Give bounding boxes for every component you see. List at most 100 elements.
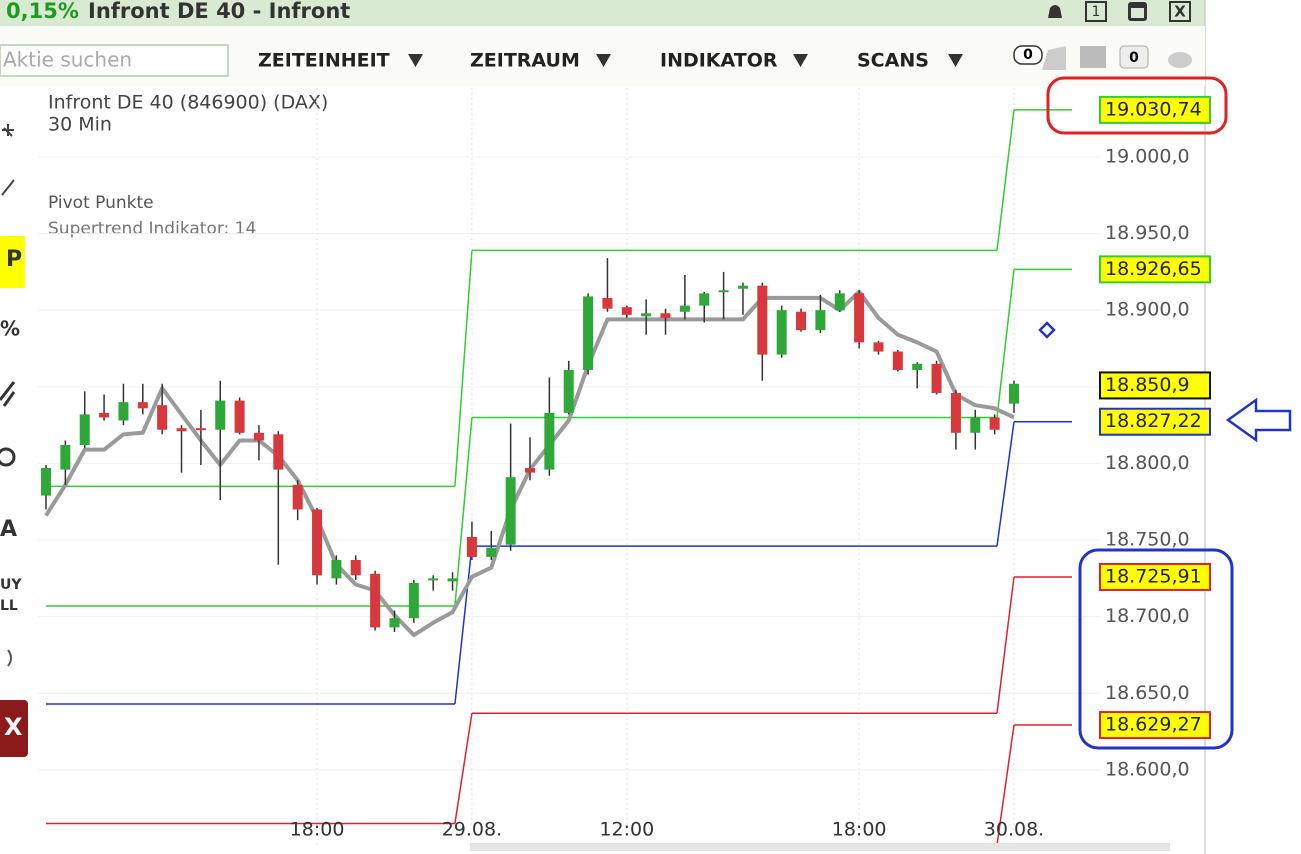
y-tick-label: 19.000,0 bbox=[1105, 145, 1190, 167]
candle-body bbox=[563, 369, 574, 413]
sound-tool[interactable] bbox=[7, 649, 12, 667]
level-label-box bbox=[1099, 562, 1211, 591]
title-bar bbox=[0, 0, 1205, 26]
level-label: 18.725,91 bbox=[1105, 565, 1202, 587]
level-label-box bbox=[1099, 407, 1211, 436]
menu-item[interactable]: ZEITEINHEIT bbox=[258, 50, 390, 72]
candle-body bbox=[737, 285, 748, 289]
candle-body bbox=[757, 285, 768, 355]
candle-body bbox=[950, 392, 961, 433]
search-placeholder: Aktie suchen bbox=[3, 48, 132, 72]
list-icon[interactable] bbox=[1080, 46, 1106, 68]
candle-body bbox=[408, 582, 419, 619]
tool-label[interactable]: A bbox=[0, 517, 17, 542]
level-label: 19.030,74 bbox=[1105, 98, 1202, 120]
window-button-label: 1 bbox=[1092, 4, 1101, 20]
candle-body bbox=[834, 293, 845, 311]
candle-body bbox=[79, 414, 90, 446]
candle-body bbox=[796, 311, 807, 331]
level-label: 18.629,27 bbox=[1105, 714, 1202, 736]
plot bbox=[38, 88, 1100, 845]
candle-body bbox=[195, 428, 206, 431]
candle-body bbox=[60, 445, 71, 470]
indicator-name: Pivot Punkte bbox=[48, 193, 154, 213]
pivot-connector bbox=[454, 250, 473, 487]
pivot-connector bbox=[996, 269, 1015, 418]
level-label-box bbox=[1099, 711, 1211, 740]
marker bbox=[1038, 321, 1056, 339]
pivot-tool[interactable] bbox=[0, 236, 25, 288]
candle-body bbox=[370, 573, 381, 628]
candle-body bbox=[137, 402, 148, 409]
circle-tool[interactable] bbox=[0, 447, 16, 467]
pivot-connector bbox=[996, 576, 1015, 714]
tool-label[interactable]: LL bbox=[0, 598, 18, 614]
x-tick-label: 29.08. bbox=[442, 819, 502, 841]
tool-label: P bbox=[6, 247, 22, 272]
y-tick-label: 18.800,0 bbox=[1105, 452, 1190, 474]
candle-body bbox=[253, 432, 264, 441]
candle-body bbox=[41, 468, 51, 496]
level-label: 18.926,65 bbox=[1105, 258, 1202, 280]
x-tick-label: 18:00 bbox=[290, 819, 345, 841]
move-tool[interactable] bbox=[2, 124, 14, 137]
window-button[interactable] bbox=[1085, 1, 1107, 22]
menu-item[interactable]: INDIKATOR bbox=[660, 50, 778, 72]
pivot-connector bbox=[996, 724, 1015, 845]
change-percent: 0,15% bbox=[6, 0, 79, 23]
candle-body bbox=[312, 509, 323, 576]
line-tool[interactable] bbox=[1, 179, 15, 196]
pivot-connector bbox=[454, 546, 473, 705]
candle-body bbox=[428, 578, 439, 581]
cloud-icon[interactable] bbox=[1168, 52, 1192, 68]
candle-body bbox=[99, 412, 110, 418]
badge bbox=[1119, 45, 1149, 69]
highlight-blue bbox=[1078, 548, 1234, 750]
candle-body bbox=[234, 400, 245, 433]
menu-item[interactable]: SCANS bbox=[857, 50, 929, 72]
y-tick-label: 18.600,0 bbox=[1105, 758, 1190, 780]
candle-body bbox=[544, 412, 555, 470]
alarm-icon[interactable] bbox=[1048, 5, 1062, 18]
candle-body bbox=[583, 296, 594, 370]
x-tick-label: 12:00 bbox=[599, 819, 654, 841]
search-box[interactable] bbox=[0, 44, 229, 77]
x-tick-label: 18:00 bbox=[832, 819, 887, 841]
y-tick-label: 18.950,0 bbox=[1105, 222, 1190, 244]
candle-body bbox=[157, 405, 168, 430]
candle-body bbox=[679, 305, 690, 312]
notes-icon[interactable] bbox=[1042, 46, 1066, 70]
tool-label[interactable]: % bbox=[0, 317, 20, 341]
candle-body bbox=[602, 297, 613, 309]
tool-label[interactable]: UY bbox=[0, 577, 22, 593]
candle-body bbox=[699, 293, 710, 306]
candle-body bbox=[389, 618, 400, 628]
badge bbox=[1013, 45, 1043, 65]
candle-body bbox=[176, 428, 187, 432]
scrollbar[interactable] bbox=[470, 843, 1170, 851]
pivot-connector bbox=[996, 421, 1015, 547]
candle-body bbox=[912, 363, 923, 370]
badge-count: 0 bbox=[1023, 47, 1033, 63]
candle-body bbox=[118, 402, 129, 421]
candle-body bbox=[525, 468, 535, 473]
delete-tool[interactable] bbox=[0, 700, 28, 757]
instrument: Infront DE 40 (846900) (DAX) bbox=[48, 92, 328, 114]
menu-item[interactable]: ZEITRAUM bbox=[470, 50, 580, 72]
candle-body bbox=[505, 477, 516, 545]
axes: 19.000,018.950,018.900,018.850,018.800,0… bbox=[290, 95, 1211, 841]
pivot-connector bbox=[454, 417, 473, 607]
close-button[interactable] bbox=[1169, 1, 1191, 22]
y-tick-label: 18.900,0 bbox=[1105, 299, 1190, 321]
channel-tool[interactable] bbox=[0, 381, 16, 407]
candle-body bbox=[1009, 383, 1019, 404]
candle-body bbox=[215, 400, 226, 430]
candle-body bbox=[447, 578, 458, 582]
indicator-name: Supertrend Indikator: 14 bbox=[48, 219, 256, 239]
candle-body bbox=[931, 363, 942, 393]
highlight-red bbox=[1046, 76, 1228, 135]
candle-body bbox=[873, 342, 884, 352]
candle-body bbox=[466, 536, 477, 557]
